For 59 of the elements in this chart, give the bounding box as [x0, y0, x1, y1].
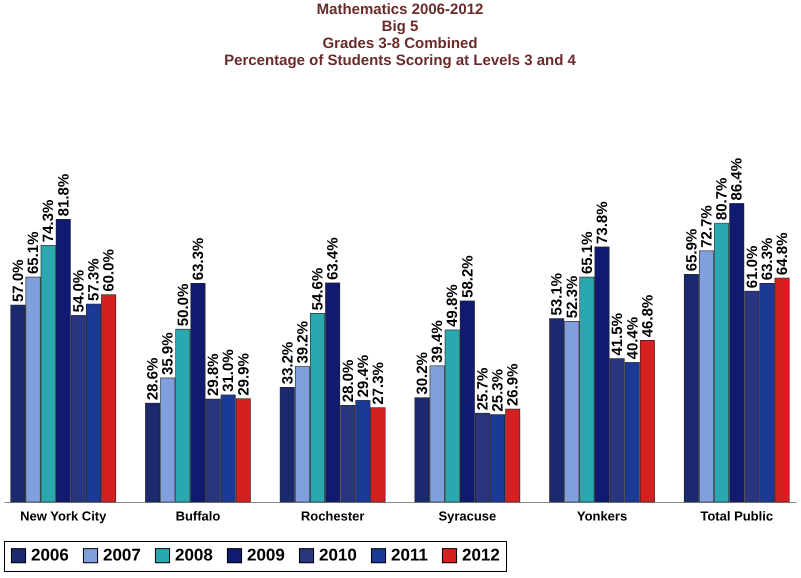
- text: Mathematics 2006-2012: [316, 0, 484, 18]
- data-label: 52.3%: [564, 276, 581, 318]
- legend-label: 2006: [31, 546, 69, 565]
- data-label: 53.1%: [548, 272, 566, 316]
- x-tick-label: Yonkers: [576, 508, 628, 524]
- data-label: 25.3%: [490, 369, 507, 412]
- x-tick-label: New York City: [20, 508, 108, 524]
- data-label: 72.7%: [698, 205, 716, 248]
- data-label: 63.4%: [324, 237, 342, 280]
- data-label: 81.8%: [55, 174, 72, 216]
- data-label: 39.2%: [294, 320, 312, 364]
- data-label: 29.8%: [205, 353, 222, 396]
- data-label: 50.0%: [174, 284, 192, 326]
- legend-label: 2010: [319, 546, 357, 565]
- x-tick-label: Rochester: [300, 508, 364, 524]
- text: Big 5: [382, 18, 418, 35]
- data-label: 60.0%: [100, 249, 118, 292]
- data-label: 41.5%: [609, 313, 626, 356]
- legend-label: 2011: [391, 546, 428, 565]
- data-label: 58.2%: [459, 255, 476, 298]
- legend-label: 2012: [462, 546, 500, 565]
- text: Grades 3-8 Combined: [322, 34, 478, 52]
- data-label: 30.2%: [414, 352, 431, 395]
- data-label: 26.9%: [504, 364, 522, 406]
- legend-label: 2007: [103, 546, 141, 565]
- legend-label: 2009: [247, 546, 285, 565]
- data-label: 57.0%: [10, 259, 27, 302]
- data-label: 86.4%: [728, 158, 746, 200]
- data-label: 65.1%: [578, 231, 596, 274]
- legend-label: 2008: [175, 546, 213, 565]
- data-label: 80.7%: [714, 178, 731, 220]
- x-tick-label: Buffalo: [176, 508, 220, 524]
- data-label: 35.9%: [160, 332, 177, 375]
- data-label: 73.8%: [594, 201, 612, 244]
- data-label: 33.2%: [279, 342, 296, 384]
- data-label: 74.3%: [40, 200, 58, 242]
- data-label: 65.9%: [683, 228, 700, 272]
- data-label: 65.1%: [25, 231, 42, 274]
- data-label: 29.9%: [235, 353, 252, 396]
- data-label: 31.0%: [220, 349, 238, 392]
- data-label: 54.6%: [310, 268, 327, 310]
- data-label: 27.3%: [370, 362, 388, 405]
- text: Percentage of Students Scoring at Levels 3 and 4: [224, 52, 576, 69]
- data-label: 39.4%: [429, 320, 446, 363]
- data-label: 57.3%: [86, 258, 102, 301]
- data-label: 25.7%: [474, 368, 492, 410]
- x-tick-label: Total Public: [700, 508, 774, 524]
- data-label: 63.3%: [190, 238, 207, 280]
- data-label: 64.8%: [774, 232, 792, 276]
- data-label: 28.6%: [144, 358, 162, 400]
- data-label: 28.0%: [340, 360, 357, 402]
- data-label: 40.4%: [624, 316, 642, 360]
- x-tick-label: Syracuse: [438, 508, 496, 524]
- data-label: 63.3%: [758, 238, 776, 280]
- data-label: 61.0%: [744, 246, 761, 288]
- data-label: 49.8%: [444, 284, 462, 327]
- data-label: 46.8%: [639, 294, 656, 338]
- data-label: 29.4%: [354, 354, 372, 398]
- data-label: 54.0%: [70, 270, 88, 312]
